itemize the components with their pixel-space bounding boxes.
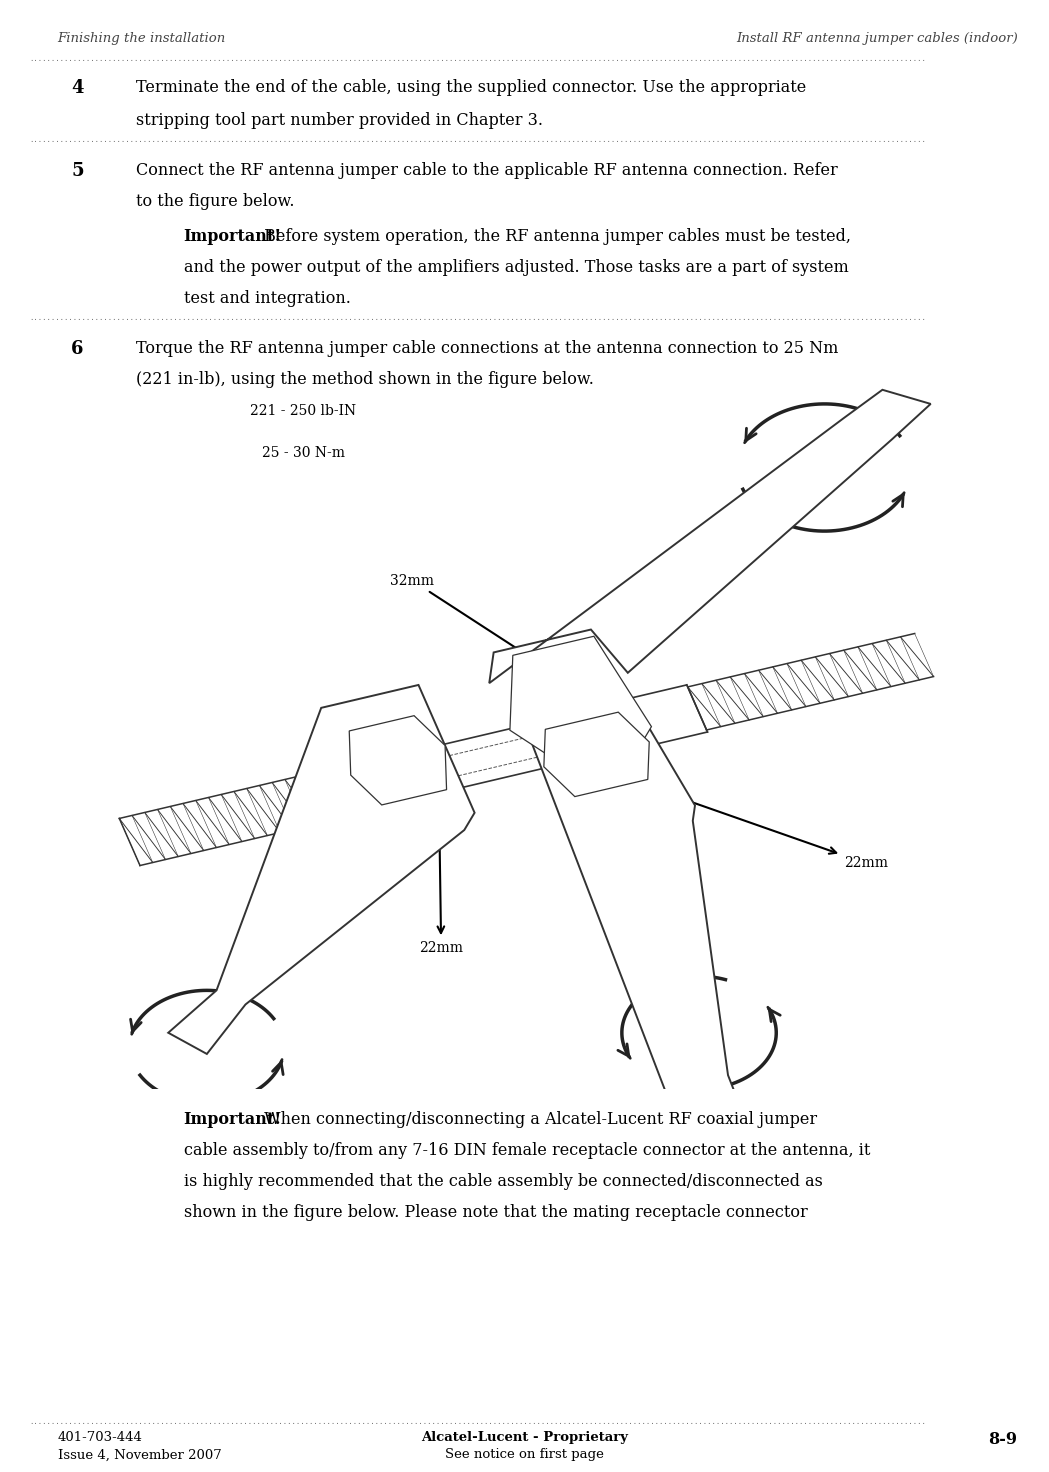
Text: 221 - 250 lb-IN: 221 - 250 lb-IN: [251, 403, 357, 418]
Text: ................................................................................: ........................................…: [29, 315, 926, 321]
Text: is highly recommended that the cable assembly be connected/disconnected as: is highly recommended that the cable ass…: [184, 1173, 822, 1191]
Ellipse shape: [613, 1136, 708, 1183]
Text: 6: 6: [71, 340, 84, 358]
Text: Important!: Important!: [184, 228, 282, 246]
Text: Install RF antenna jumper cables (indoor): Install RF antenna jumper cables (indoor…: [735, 32, 1018, 46]
Text: 22mm: 22mm: [640, 783, 887, 870]
Text: 5: 5: [71, 162, 84, 180]
Polygon shape: [168, 684, 474, 1054]
Text: 8-9: 8-9: [988, 1431, 1018, 1448]
Polygon shape: [521, 680, 646, 790]
Text: to the figure below.: to the figure below.: [136, 193, 295, 210]
Text: Terminate the end of the cable, using the supplied connector. Use the appropriat: Terminate the end of the cable, using th…: [136, 79, 807, 97]
Text: Issue 4, November 2007: Issue 4, November 2007: [58, 1448, 221, 1462]
Text: Alcatel-Lucent - Proprietary: Alcatel-Lucent - Proprietary: [421, 1431, 628, 1444]
Text: ................................................................................: ........................................…: [29, 137, 926, 143]
Text: 25 - 30 N-m: 25 - 30 N-m: [262, 446, 345, 461]
Text: 4: 4: [71, 79, 84, 97]
Text: stripping tool part number provided in Chapter 3.: stripping tool part number provided in C…: [136, 112, 543, 130]
Text: ................................................................................: ........................................…: [29, 1419, 926, 1425]
Ellipse shape: [150, 1094, 244, 1141]
Text: 401-703-444: 401-703-444: [58, 1431, 143, 1444]
Text: shown in the figure below. Please note that the mating receptacle connector: shown in the figure below. Please note t…: [184, 1204, 808, 1222]
Polygon shape: [489, 390, 930, 683]
Text: test and integration.: test and integration.: [184, 290, 350, 308]
Text: Before system operation, the RF antenna jumper cables must be tested,: Before system operation, the RF antenna …: [259, 228, 851, 246]
Polygon shape: [520, 689, 747, 1145]
Text: and the power output of the amplifiers adjusted. Those tasks are a part of syste: and the power output of the amplifiers a…: [184, 259, 849, 277]
Text: 22mm: 22mm: [420, 827, 464, 955]
Text: Torque the RF antenna jumper cable connections at the antenna connection to 25 N: Torque the RF antenna jumper cable conne…: [136, 340, 839, 358]
Text: 32mm: 32mm: [390, 574, 553, 671]
Polygon shape: [543, 712, 649, 796]
Text: cable assembly to/from any 7-16 DIN female receptacle connector at the antenna, : cable assembly to/from any 7-16 DIN fema…: [184, 1142, 870, 1160]
Text: ................................................................................: ........................................…: [29, 56, 926, 62]
Text: Important!: Important!: [184, 1111, 282, 1129]
Polygon shape: [349, 715, 447, 805]
Text: (221 in-lb), using the method shown in the figure below.: (221 in-lb), using the method shown in t…: [136, 371, 594, 389]
Text: When connecting/disconnecting a Alcatel-Lucent RF coaxial jumper: When connecting/disconnecting a Alcatel-…: [259, 1111, 817, 1129]
Text: Finishing the installation: Finishing the installation: [58, 32, 226, 46]
Polygon shape: [357, 736, 454, 817]
Text: See notice on first page: See notice on first page: [445, 1448, 604, 1462]
Text: Connect the RF antenna jumper cable to the applicable RF antenna connection. Ref: Connect the RF antenna jumper cable to t…: [136, 162, 838, 180]
Polygon shape: [510, 636, 651, 762]
